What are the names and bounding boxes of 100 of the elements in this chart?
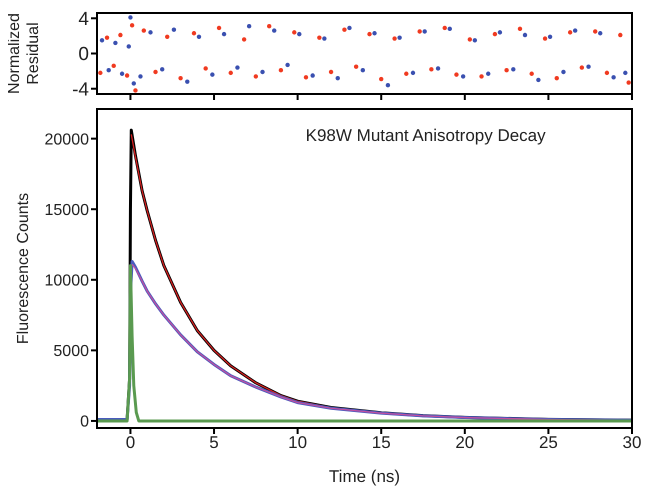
point: [304, 75, 308, 80]
point: [228, 70, 233, 76]
point: [310, 73, 315, 78]
point: [267, 24, 272, 28]
point: [372, 31, 377, 36]
point: [410, 70, 416, 76]
point: [203, 66, 208, 71]
x-tick-label: 15: [372, 433, 391, 452]
y-axis-title: Fluorescence Counts: [15, 192, 32, 344]
y-tick-label: 15000: [44, 202, 90, 219]
point: [498, 30, 502, 35]
point: [604, 70, 610, 76]
point: [568, 30, 572, 35]
point: [292, 30, 296, 35]
y-tick-label: 10000: [44, 272, 90, 290]
point: [611, 75, 616, 80]
point: [120, 72, 124, 76]
point: [623, 70, 628, 76]
point: [153, 70, 158, 74]
point: [586, 64, 591, 69]
point: [442, 26, 447, 30]
point: [342, 28, 347, 32]
point: [336, 76, 340, 80]
point: [504, 68, 509, 72]
point: [246, 24, 252, 28]
point: [436, 66, 440, 71]
point: [328, 70, 334, 74]
point: [172, 28, 176, 32]
point: [128, 15, 133, 20]
point: [112, 64, 116, 68]
point: [522, 32, 528, 38]
point: [124, 73, 130, 78]
point: [460, 74, 466, 79]
x-tick-label: 25: [538, 433, 558, 452]
point: [417, 29, 422, 34]
x-tick-label: 30: [622, 433, 642, 452]
x-tick-label: 5: [209, 433, 219, 452]
point: [235, 65, 240, 70]
point: [278, 68, 284, 72]
point: [317, 35, 322, 40]
point: [379, 76, 384, 82]
point: [486, 72, 490, 76]
point: [542, 36, 548, 41]
point: [113, 40, 118, 46]
point: [492, 32, 498, 36]
point: [626, 80, 631, 85]
point: [347, 26, 352, 30]
point: [548, 34, 552, 39]
point: [222, 32, 226, 36]
point: [536, 78, 541, 82]
point: [126, 44, 131, 49]
y-tick-label: 20000: [44, 131, 90, 148]
point: [448, 26, 452, 32]
point: [98, 70, 103, 76]
x-tick-label: 10: [288, 433, 308, 452]
point: [118, 32, 123, 38]
point: [106, 68, 111, 72]
point: [254, 74, 258, 79]
y-tick-label: -4: [72, 79, 90, 100]
point: [454, 72, 459, 77]
point: [561, 70, 566, 74]
point: [572, 28, 578, 33]
point: [468, 37, 472, 42]
point: [511, 67, 516, 72]
point: [580, 65, 584, 70]
point: [618, 32, 622, 38]
y-tick-label: 5000: [53, 343, 90, 360]
point: [429, 67, 434, 72]
point: [260, 70, 265, 74]
y-tick-label: 0: [80, 414, 90, 431]
point: [297, 32, 302, 36]
text: K98W Mutant Anisotropy Decay: [306, 126, 546, 145]
point: [216, 26, 222, 30]
point: [104, 35, 110, 40]
x-tick-label: 20: [455, 433, 474, 452]
point: [322, 36, 327, 41]
point: [554, 76, 559, 80]
x-axis-title: Time (ns): [328, 467, 400, 486]
point: [130, 23, 134, 28]
point: [285, 62, 290, 68]
point: [386, 82, 390, 88]
x-tick-label: 0: [126, 433, 136, 452]
point: [160, 67, 164, 72]
point: [165, 34, 170, 39]
point: [479, 74, 484, 79]
point: [367, 32, 372, 36]
point: [185, 79, 190, 84]
point: [354, 64, 358, 69]
point: [192, 31, 196, 36]
point: [518, 26, 522, 32]
point: [138, 74, 143, 79]
point: [142, 28, 146, 33]
y-tick-label: 0: [78, 44, 89, 66]
point: [598, 31, 602, 36]
point: [210, 72, 215, 77]
point: [196, 34, 202, 39]
point: [404, 72, 408, 76]
point: [529, 72, 534, 76]
y-tick-label: 4: [78, 9, 90, 30]
point: [100, 38, 104, 42]
